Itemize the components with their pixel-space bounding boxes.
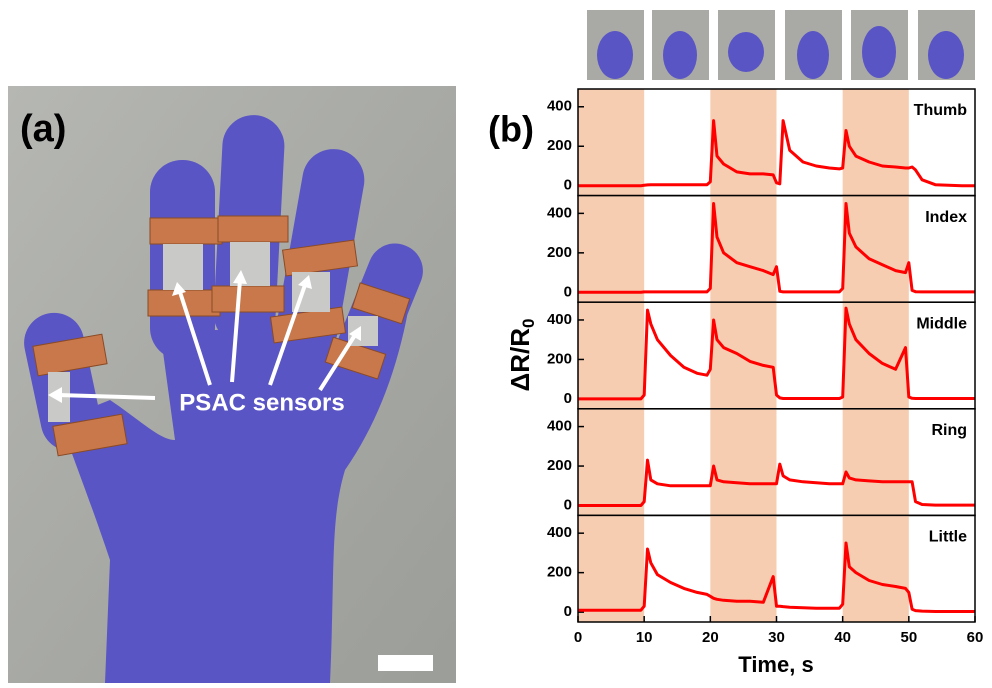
- y-tick-label: 400: [547, 418, 572, 435]
- y-tick-label: 0: [564, 177, 572, 194]
- panel-label: (a): [20, 108, 66, 150]
- figure: (a) PSAC sensors (b) Time, s ΔR/R0 02004…: [0, 0, 992, 683]
- y-tick-label: 0: [564, 603, 572, 620]
- x-tick-label: 50: [900, 629, 917, 646]
- y-tick-label: 200: [547, 564, 572, 581]
- glove-photo: [8, 86, 456, 683]
- y-tick-label: 200: [547, 350, 572, 367]
- gesture-thumbnails: [587, 10, 975, 80]
- x-tick-label: 0: [574, 629, 582, 646]
- x-tick-label: 60: [967, 629, 984, 646]
- x-tick-label: 40: [834, 629, 851, 646]
- panel-title: Middle: [916, 315, 967, 332]
- shaded-region: [843, 89, 909, 196]
- shaded-region: [710, 515, 776, 622]
- shaded-region: [578, 515, 644, 622]
- panel-title: Ring: [931, 422, 967, 439]
- panel-title: Thumb: [914, 102, 968, 119]
- shaded-region: [578, 89, 644, 196]
- panel-title: Little: [929, 529, 967, 546]
- y-tick-label: 400: [547, 311, 572, 328]
- panel-label: (b): [488, 109, 534, 150]
- shaded-region: [578, 409, 644, 516]
- y-tick-label: 400: [547, 524, 572, 541]
- y-axis-label: ΔR/R0: [505, 319, 539, 392]
- y-axis-label-sub: 0: [519, 319, 538, 328]
- shaded-region: [710, 89, 776, 196]
- shaded-region: [843, 302, 909, 409]
- y-axis-label-main: ΔR/R: [505, 328, 535, 392]
- y-tick-label: 0: [564, 496, 572, 513]
- shaded-region: [843, 196, 909, 303]
- x-axis-label: Time, s: [738, 652, 813, 677]
- y-tick-label: 0: [564, 283, 572, 300]
- shaded-region: [843, 409, 909, 516]
- y-tick-label: 200: [547, 244, 572, 261]
- y-tick-label: 200: [547, 137, 572, 154]
- y-tick-label: 200: [547, 457, 572, 474]
- shaded-region: [578, 302, 644, 409]
- shaded-region: [578, 196, 644, 303]
- annotation: PSAC sensors: [179, 389, 344, 416]
- x-tick-label: 20: [702, 629, 719, 646]
- y-tick-label: 0: [564, 390, 572, 407]
- x-tick-label: 10: [636, 629, 653, 646]
- x-tick-label: 30: [768, 629, 785, 646]
- shaded-region: [710, 409, 776, 516]
- y-tick-label: 400: [547, 204, 572, 221]
- panel-title: Index: [925, 209, 967, 226]
- shaded-region: [710, 302, 776, 409]
- y-tick-label: 400: [547, 98, 572, 115]
- shaded-region: [710, 196, 776, 303]
